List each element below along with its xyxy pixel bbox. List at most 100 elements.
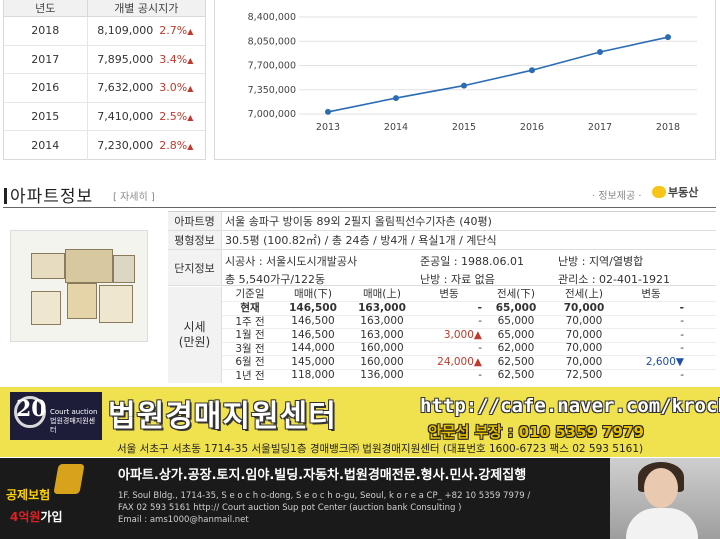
- chart-svg: 7,000,000 7,350,000 7,700,000 8,050,000 8,40…: [248, 12, 697, 133]
- market-price-cell: 70,000: [563, 301, 605, 314]
- logo-ring: [14, 396, 46, 428]
- services-banner[interactable]: 공제보험 4억원가입 아파트.상가.공장.토지.임야.빌딩.자동차.법원경매전문…: [0, 458, 720, 539]
- banner-address: 서울 서초구 서초동 1714-35 서울빌딩1층 경매뱅크㈜ 법원경매지원센터…: [117, 443, 644, 455]
- market-price-cell: -: [680, 342, 684, 354]
- heating-2: 난방 : 자료 없음: [420, 273, 495, 286]
- price-value: 7,632,000: [97, 81, 154, 95]
- price-year: 2014: [4, 131, 88, 160]
- market-price-cell: 70,000: [565, 328, 603, 341]
- english-contact: 1F. Soul Bldg., 1714-35, S e o c h o-don…: [118, 490, 530, 526]
- price-header: 개별 공시지가: [114, 2, 179, 15]
- market-price-label-2: (만원): [178, 335, 211, 349]
- center-logo: 20 Court auction 법원경매지원센터: [10, 392, 102, 440]
- price-year: 2016: [4, 74, 88, 102]
- data-point: [529, 67, 535, 74]
- price-year: 2018: [4, 17, 88, 45]
- market-price-cell: 146,500: [291, 315, 335, 327]
- price-row: 2017 7,895,000 3.4%▲: [4, 45, 205, 75]
- market-price-cell: -: [477, 301, 482, 314]
- x-tick-label: 2015: [452, 122, 476, 133]
- price-row: 2016 7,632,000 3.0%▲: [4, 74, 205, 103]
- market-price-cell: 3월 전: [235, 342, 265, 355]
- market-price-cell: 2,600▼: [645, 355, 684, 368]
- market-price-cell: 136,000: [360, 369, 404, 381]
- year-header: 년도: [4, 0, 88, 16]
- provider-name: 부동산: [668, 186, 699, 199]
- market-price-cell: 65,000: [497, 315, 535, 327]
- market-price-cell: 160,000: [360, 342, 404, 354]
- english-contact-line-1: 1F. Soul Bldg., 1714-35, S e o c h o-don…: [118, 491, 531, 501]
- market-price-row: 1주 전 146,500 163,000 - 65,000 70,000 -: [222, 314, 716, 328]
- price-row: 2015 7,410,000 2.5%▲: [4, 102, 205, 132]
- price-rate: 3.0%▲: [159, 81, 194, 95]
- completion-date: 준공일 : 1988.06.01: [420, 255, 525, 268]
- complex-info-row: 단지정보 시공사 : 서울시도시개발공사 준공일 : 1988.06.01 난방…: [168, 250, 716, 286]
- complex-info-label: 단지정보: [168, 250, 222, 285]
- market-price-label-1: 시세: [183, 320, 206, 334]
- up-arrow-icon: ▲: [187, 55, 194, 65]
- data-point: [597, 48, 603, 55]
- management-office: 관리소 : 02-401-1921: [558, 273, 670, 286]
- market-price-cell: -: [679, 301, 684, 314]
- y-tick-label: 7,000,000: [248, 109, 296, 120]
- apt-info-title-text: 아파트정보: [10, 187, 94, 207]
- price-value: 8,109,000: [97, 24, 154, 38]
- price-line-chart: 7,000,000 7,350,000 7,700,000 8,050,000 8,40…: [214, 0, 716, 160]
- data-point: [325, 108, 331, 115]
- market-price-cell: 65,000: [497, 328, 535, 341]
- market-price-cell: 70,000: [565, 355, 603, 368]
- apt-name-row: 아파트명 서울 송파구 방이동 89외 2필지 올림픽선수기자촌 (40평): [168, 212, 716, 231]
- provider-logo: 부동산: [652, 184, 698, 200]
- market-price-cell: 62,000: [497, 342, 535, 354]
- insurance-amount-suffix: 가입: [40, 510, 63, 524]
- english-contact-line-2: FAX 02 593 5161 http:// Court auction Su…: [118, 503, 462, 513]
- price-header-cell: 매매(上): [362, 287, 401, 300]
- market-price-cell: 146,500: [289, 301, 337, 314]
- provider-label: · 정보제공 ·: [592, 191, 642, 202]
- price-table-header: 년도 개별 공시지가: [4, 0, 205, 17]
- price-header-cell: 변동: [641, 287, 661, 300]
- data-point: [393, 95, 399, 102]
- market-price-cell: 144,000: [291, 342, 335, 354]
- market-price-cell: 62,500: [497, 369, 535, 381]
- x-tick-label: 2017: [588, 122, 612, 133]
- price-header-cell: 매매(下): [293, 287, 332, 300]
- price-row: 2014 7,230,000 2.8%▲: [4, 131, 205, 160]
- market-price-cell: 163,000: [360, 328, 404, 341]
- market-price-cell: -: [478, 369, 482, 381]
- y-tick-label: 8,050,000: [248, 36, 296, 47]
- price-header-cell: 전세(上): [564, 287, 603, 300]
- size-info-label: 평형정보: [168, 231, 222, 249]
- apt-name-value: 서울 송파구 방이동 89외 2필지 올림픽선수기자촌 (40평): [225, 215, 492, 228]
- price-rate: 2.7%▲: [159, 24, 194, 38]
- data-point: [665, 34, 671, 41]
- banner-contact: 안문섭 부장 : 010 5359 7979: [428, 423, 644, 441]
- price-header-cell: 기준일: [235, 287, 265, 300]
- market-price-cell: -: [680, 328, 684, 341]
- market-price-header: 기준일 매매(下) 매매(上) 변동 전세(下) 전세(上) 변동: [222, 287, 716, 300]
- x-tick-label: 2016: [520, 122, 544, 133]
- insurance-amount-value: 4억원: [10, 510, 41, 524]
- market-price-cell: 160,000: [360, 355, 404, 368]
- price-header-cell: 변동: [439, 287, 459, 300]
- floor-plan-image[interactable]: [10, 230, 148, 342]
- price-value: 7,410,000: [97, 110, 154, 124]
- market-price-row: 현재 146,500 163,000-65,000 70,000-: [222, 301, 716, 314]
- insurance-label: 공제보험: [6, 488, 51, 502]
- auction-center-banner[interactable]: 20 Court auction 법원경매지원센터 법원경매지원센터 http:…: [0, 387, 720, 457]
- households: 총 5,540가구/122동: [225, 273, 326, 286]
- market-price-cell: 163,000: [358, 301, 406, 314]
- x-tick-label: 2014: [384, 122, 408, 133]
- price-year: 2017: [4, 45, 88, 74]
- market-price-cell: 1년 전: [235, 369, 265, 382]
- market-price-cell: 62,500: [497, 355, 535, 368]
- detail-link[interactable]: [ 자세히 ]: [113, 192, 155, 203]
- price-row: 2018 8,109,000 2.7%▲: [4, 17, 205, 46]
- banner-url-link[interactable]: http://cafe.naver.com/krocha: [420, 395, 720, 417]
- gold-bar-icon: [53, 464, 85, 494]
- heating: 난방 : 지역/열병합: [558, 255, 644, 268]
- up-arrow-icon: ▲: [187, 113, 194, 123]
- market-price-cell: 24,000▲: [437, 355, 482, 368]
- y-tick-label: 7,350,000: [248, 85, 296, 96]
- size-info-value: 30.5평 (100.82㎡) / 총 24층 / 방4개 / 욕실1개 / 계…: [225, 234, 497, 247]
